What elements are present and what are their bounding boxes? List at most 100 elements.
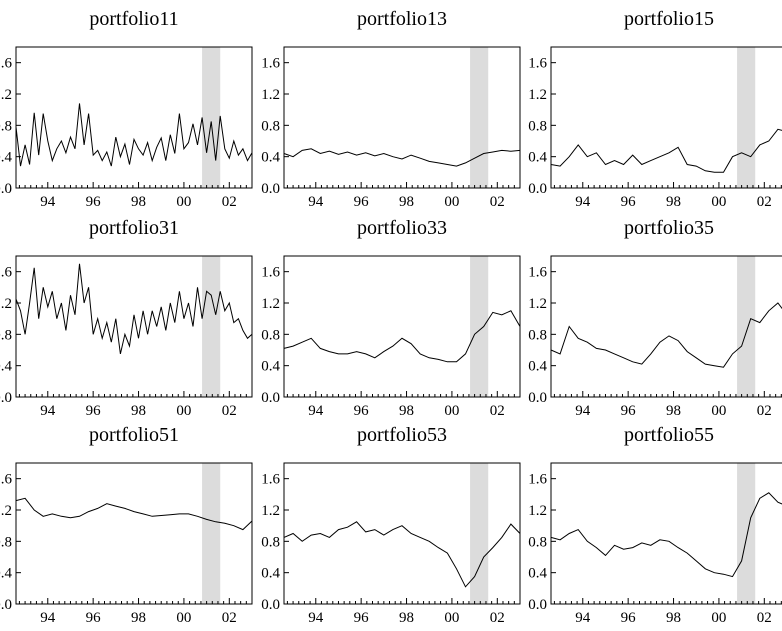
- y-tick-label: 0.0: [528, 597, 547, 613]
- x-tick-label: 94: [40, 403, 56, 419]
- y-tick-label: 1.2: [528, 296, 547, 312]
- plot-frame: [15, 462, 253, 605]
- y-tick-label: 0.0: [528, 181, 547, 197]
- x-tick-label: 02: [222, 194, 237, 210]
- x-tick-label: 00: [176, 403, 191, 419]
- y-tick-label: 1.2: [261, 87, 280, 103]
- panel-portfolio15: portfolio15 0.0 0.4 0.8 1.2 1.6 94 96 98 00 02: [528, 8, 782, 210]
- x-tick-label: 96: [354, 194, 370, 210]
- chart-title: portfolio51: [89, 424, 179, 446]
- series-line: [550, 302, 782, 368]
- x-tick-label: 02: [490, 403, 505, 419]
- chart-title: portfolio31: [89, 217, 179, 239]
- x-tick-label: 02: [757, 403, 772, 419]
- x-tick-label: 00: [176, 194, 191, 210]
- series-line: [15, 497, 253, 531]
- y-tick-label: 1.6: [261, 472, 280, 488]
- x-tick-label: 94: [575, 194, 591, 210]
- y-tick-label: 1.2: [528, 87, 547, 103]
- y-tick-label: 0.8: [261, 118, 280, 134]
- y-tick-label: 0.0: [261, 390, 280, 406]
- y-tick-label: 0.0: [0, 181, 12, 197]
- y-tick-label: 1.6: [528, 265, 547, 281]
- x-tick-label: 94: [40, 194, 56, 210]
- panel-portfolio33: portfolio33 0.0 0.4 0.8 1.2 1.6 94 96 98 00 02: [261, 217, 521, 419]
- x-tick-label: 98: [666, 194, 681, 210]
- x-tick-label: 94: [308, 403, 324, 419]
- x-tick-label: 00: [711, 403, 726, 419]
- shaded-period: [737, 463, 756, 604]
- y-tick-label: 0.8: [528, 534, 547, 550]
- chart-title: portfolio13: [357, 8, 447, 30]
- shaded-period: [737, 47, 756, 188]
- x-tick-label: 02: [222, 610, 237, 626]
- chart-title: portfolio35: [624, 217, 714, 239]
- shaded-period: [202, 463, 221, 604]
- x-tick-label: 02: [757, 194, 772, 210]
- y-tick-label: 0.4: [0, 359, 13, 375]
- panel-portfolio35: portfolio35 0.0 0.4 0.8 1.2 1.6 94 96 98 00 02: [528, 217, 782, 419]
- panel-portfolio51: portfolio51 0.0 0.4 0.8 1.2 1.6 94 96 98 00 02: [0, 424, 253, 626]
- plot-frame: [283, 46, 521, 189]
- series-line: [15, 103, 253, 167]
- chart-title: portfolio15: [624, 8, 714, 30]
- y-tick-label: 1.6: [261, 56, 280, 72]
- series-line: [283, 310, 521, 363]
- y-tick-label: 1.6: [261, 265, 280, 281]
- panel-portfolio31: portfolio31 0.0 0.4 0.8 1.2 1.6 94 96 98 00 02: [0, 217, 253, 419]
- y-tick-label: 0.0: [261, 597, 280, 613]
- x-tick-label: 96: [354, 403, 370, 419]
- shaded-period: [202, 47, 221, 188]
- x-tick-label: 94: [575, 610, 591, 626]
- series-line: [283, 148, 521, 167]
- shaded-period: [470, 47, 489, 188]
- x-tick-label: 96: [86, 194, 102, 210]
- x-tick-label: 98: [399, 403, 414, 419]
- shaded-period: [470, 256, 489, 397]
- y-tick-label: 1.2: [261, 503, 280, 519]
- y-tick-label: 1.2: [261, 296, 280, 312]
- x-tick-label: 98: [666, 610, 681, 626]
- y-tick-label: 0.0: [528, 390, 547, 406]
- y-tick-label: 0.8: [0, 534, 12, 550]
- x-tick-label: 96: [621, 194, 637, 210]
- series-line: [283, 521, 521, 588]
- y-tick-label: 0.8: [0, 327, 12, 343]
- y-tick-label: 0.8: [528, 327, 547, 343]
- y-tick-label: 1.6: [528, 472, 547, 488]
- y-tick-label: 0.4: [0, 566, 13, 582]
- x-tick-label: 02: [490, 610, 505, 626]
- chart-title: portfolio53: [357, 424, 447, 446]
- x-tick-label: 98: [666, 403, 681, 419]
- x-tick-label: 96: [86, 610, 102, 626]
- x-tick-label: 02: [490, 194, 505, 210]
- y-tick-label: 0.4: [261, 359, 280, 375]
- plot-frame: [550, 46, 782, 189]
- chart-title: portfolio33: [357, 217, 447, 239]
- y-tick-label: 1.6: [528, 56, 547, 72]
- y-tick-label: 0.8: [528, 118, 547, 134]
- shaded-period: [737, 256, 756, 397]
- x-tick-label: 00: [711, 194, 726, 210]
- panel-portfolio55: portfolio55 0.0 0.4 0.8 1.2 1.6 94 96 98 00 02: [528, 424, 782, 626]
- x-tick-label: 00: [176, 610, 191, 626]
- x-tick-label: 02: [757, 610, 772, 626]
- plot-frame: [550, 462, 782, 605]
- x-tick-label: 98: [131, 610, 146, 626]
- y-tick-label: 0.0: [261, 181, 280, 197]
- series-line: [550, 128, 782, 173]
- y-tick-label: 1.6: [0, 56, 13, 72]
- plot-frame: [15, 255, 253, 398]
- y-tick-label: 1.6: [0, 265, 13, 281]
- y-tick-label: 1.6: [0, 472, 13, 488]
- x-tick-label: 00: [444, 403, 459, 419]
- y-tick-label: 0.4: [528, 566, 547, 582]
- y-tick-label: 0.0: [0, 597, 12, 613]
- x-tick-label: 98: [399, 194, 414, 210]
- y-tick-label: 0.4: [0, 150, 13, 166]
- x-tick-label: 00: [444, 610, 459, 626]
- x-tick-label: 96: [621, 610, 637, 626]
- series-line: [550, 492, 782, 578]
- x-tick-label: 98: [399, 610, 414, 626]
